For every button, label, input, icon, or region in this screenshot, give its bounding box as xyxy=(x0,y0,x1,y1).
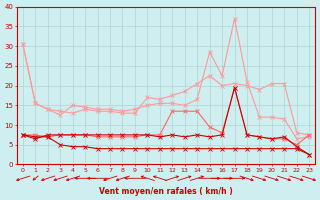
X-axis label: Vent moyen/en rafales ( km/h ): Vent moyen/en rafales ( km/h ) xyxy=(99,187,233,196)
